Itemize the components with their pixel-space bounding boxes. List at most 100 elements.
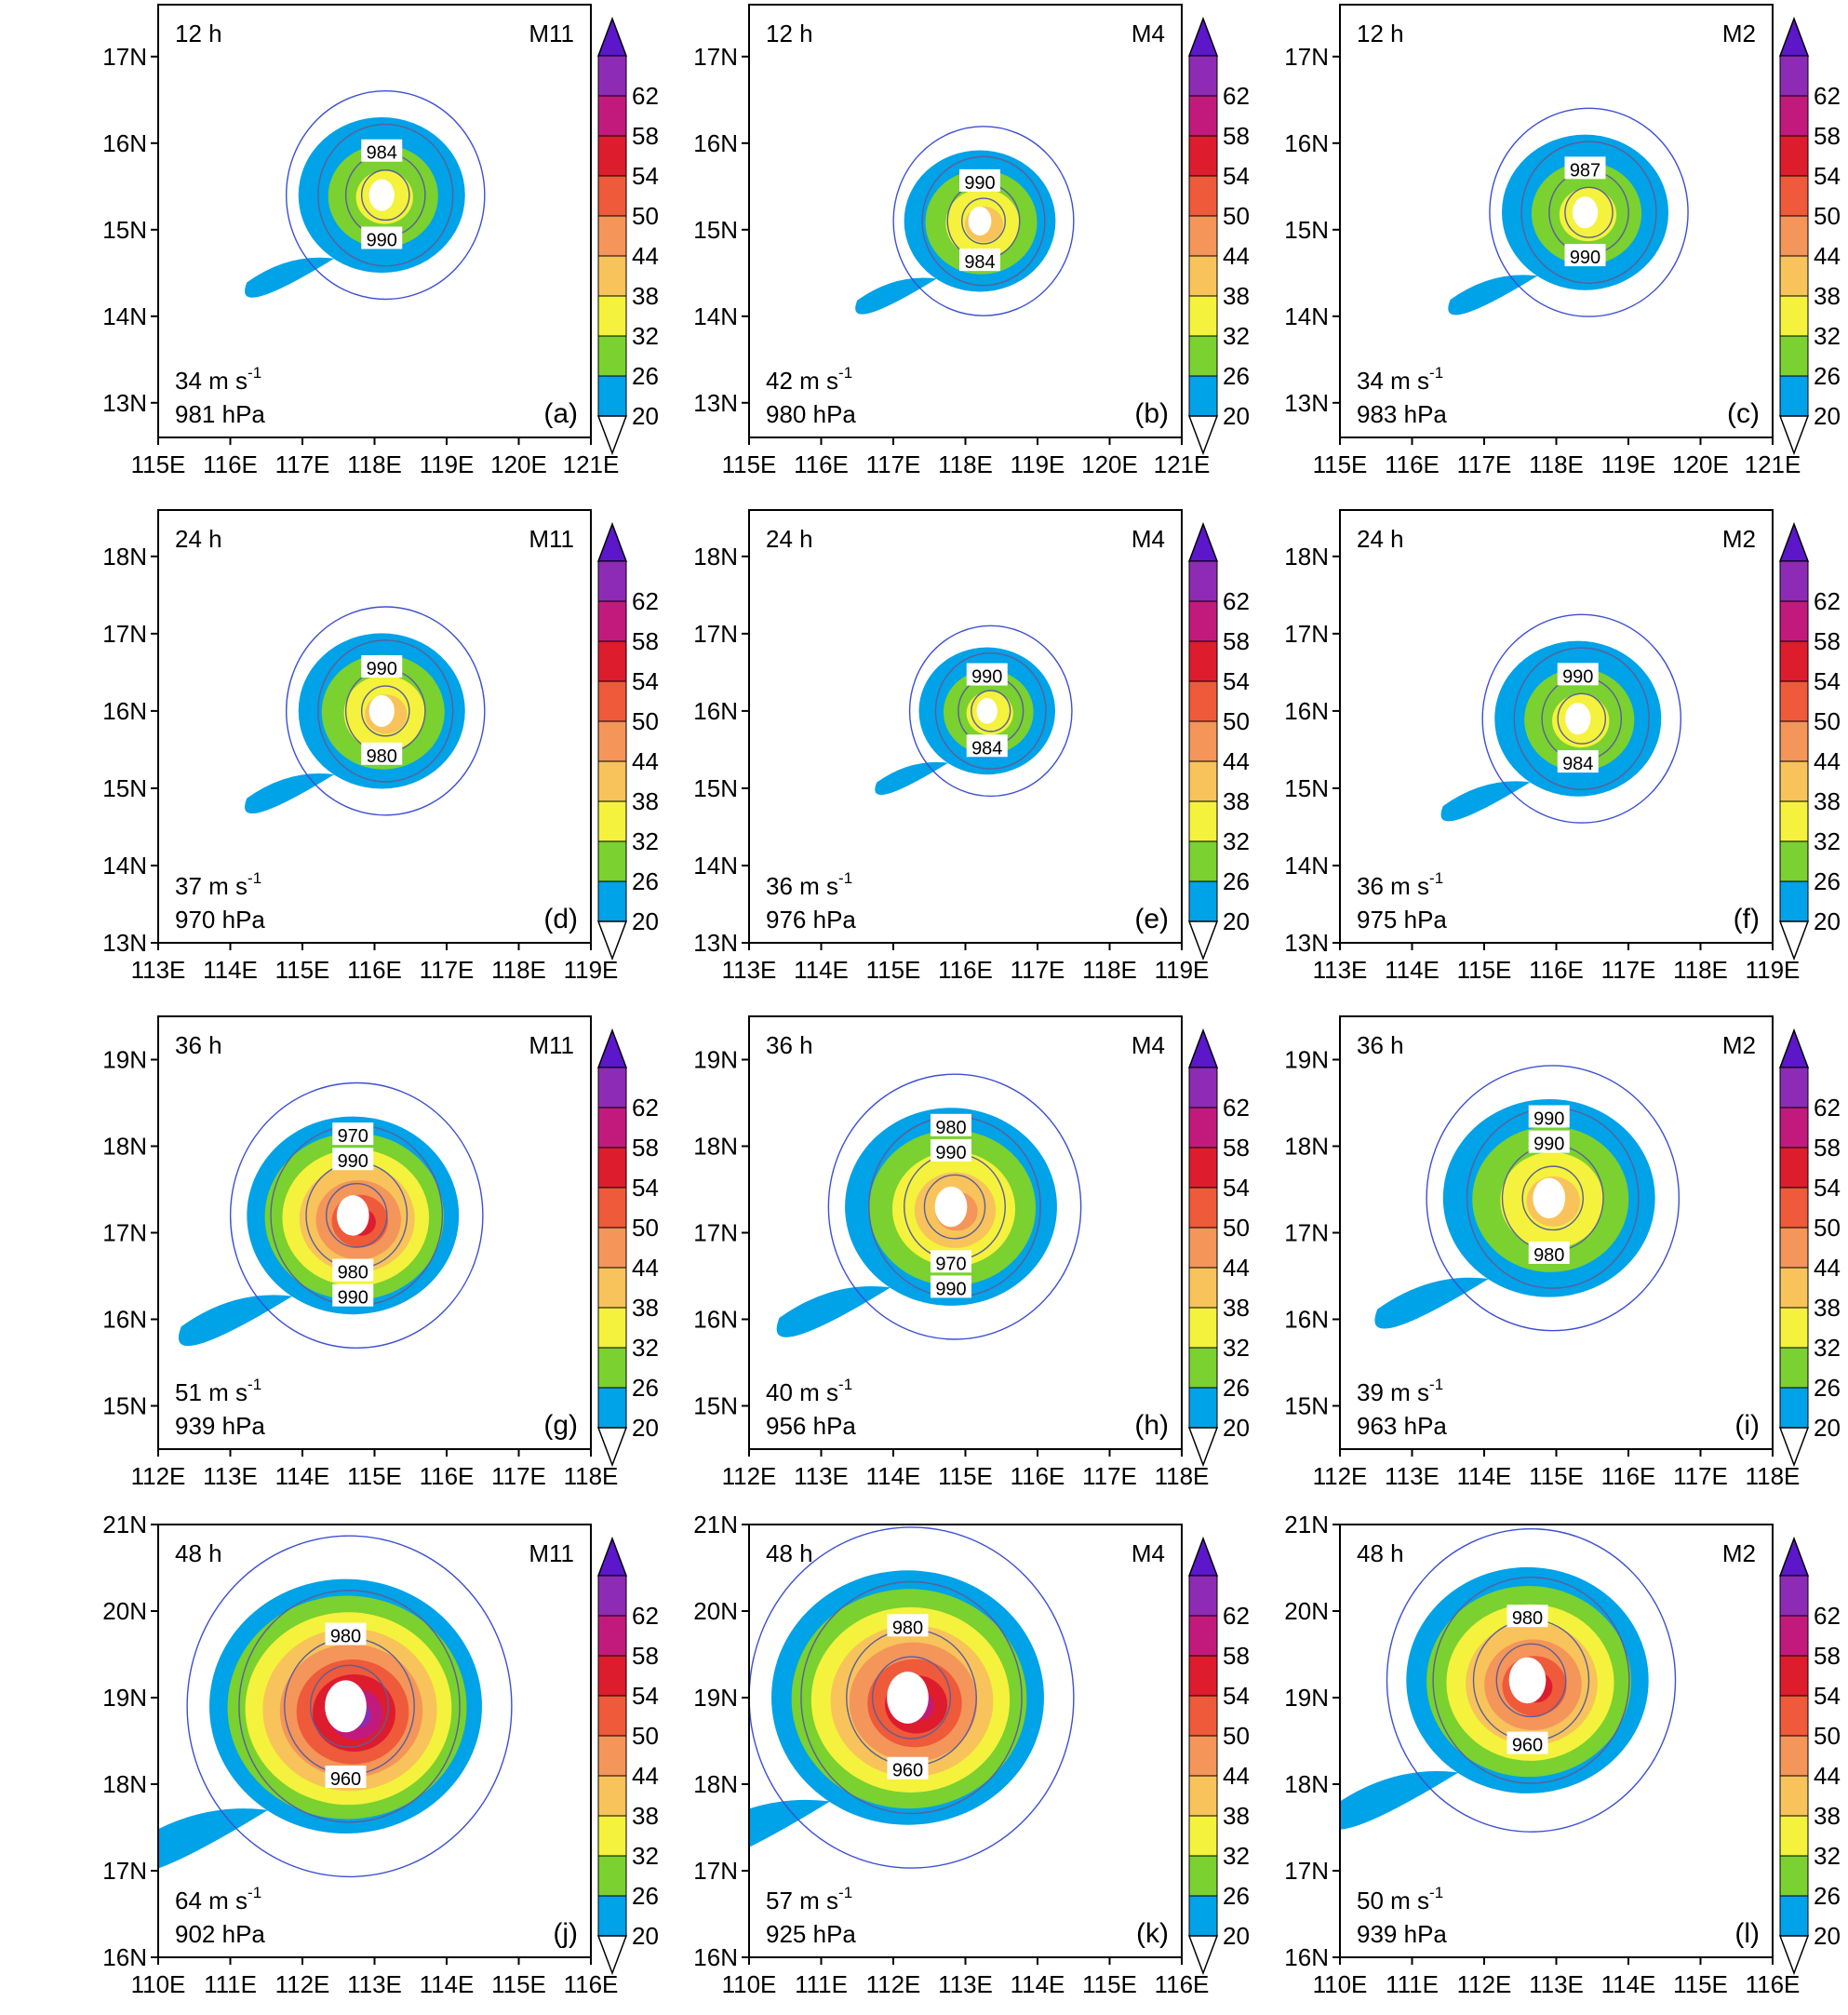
model-label: M2 xyxy=(1722,525,1756,553)
x-tick-label: 114E xyxy=(203,956,258,984)
x-tick-label: 115E xyxy=(491,1970,546,1998)
colorbar-swatch xyxy=(1188,840,1218,882)
colorbar-bottom-triangle xyxy=(1187,920,1219,961)
y-tick-label: 16N xyxy=(693,697,738,725)
colorbar-tick-label: 32 xyxy=(632,1334,659,1362)
colorbar-swatch xyxy=(597,840,627,882)
y-tick-label: 17N xyxy=(693,43,738,71)
y-tick-label: 18N xyxy=(693,1770,738,1798)
colorbar-swatch xyxy=(1188,880,1218,922)
eye xyxy=(1533,1177,1566,1219)
x-tick-label: 112E xyxy=(131,1462,186,1490)
colorbar-tick-label: 26 xyxy=(1814,1882,1841,1910)
colorbar-tick-label: 44 xyxy=(632,1254,659,1282)
colorbar-tick-label: 50 xyxy=(632,202,659,230)
colorbar-tick-label: 54 xyxy=(1814,162,1841,190)
colorbar-bottom-triangle xyxy=(1187,1427,1219,1468)
rainband-20 xyxy=(1448,275,1570,316)
rainband-20 xyxy=(749,1799,882,1847)
wind-field: 984 990 xyxy=(245,90,486,301)
colorbar-swatch xyxy=(1188,1067,1218,1108)
rainband-20 xyxy=(875,761,974,796)
colorbar-tick-label: 26 xyxy=(1223,1374,1250,1402)
colorbar-swatch xyxy=(597,720,627,762)
max-wind-label: 57 m s-1 xyxy=(766,1884,852,1914)
colorbar-tick-label: 32 xyxy=(1814,1334,1841,1362)
isobar-label-text: 970 xyxy=(338,1126,368,1147)
x-tick-label: 113E xyxy=(347,1970,402,1998)
panel-i: 990 980 990 112E 113E 114E 115E 116E 117E 118E 15N… xyxy=(1284,1015,1841,1490)
colorbar-swatch xyxy=(1188,215,1218,257)
isobar-line xyxy=(326,1183,388,1248)
isobar-line xyxy=(1495,1643,1567,1718)
colorbar-swatch xyxy=(1779,600,1809,642)
colorbar-swatch xyxy=(1779,840,1809,882)
time-label: 36 h xyxy=(766,1031,813,1059)
colorbar-swatch xyxy=(1779,1775,1809,1817)
colorbar-swatch xyxy=(597,335,627,377)
colorbar-tick-label: 58 xyxy=(1223,1134,1250,1162)
colorbar-tick-label: 50 xyxy=(1223,1214,1250,1242)
panel-label: (d) xyxy=(543,904,578,934)
x-tick-label: 111E xyxy=(204,1970,257,1998)
isobar-line xyxy=(1520,141,1657,284)
colorbar-tick-label: 54 xyxy=(1814,1682,1841,1710)
isobar-label-text: 960 xyxy=(330,1769,361,1790)
colorbar-tick-label: 20 xyxy=(1223,1922,1250,1950)
isobar-label: 970 xyxy=(931,1250,971,1274)
wind-field: 990 980 990 xyxy=(1374,1065,1681,1332)
isobar-line xyxy=(871,1656,952,1740)
colorbar-swatch xyxy=(1188,560,1218,602)
colorbar-tick-label: 54 xyxy=(632,162,659,190)
colorbar-tick-label: 44 xyxy=(1814,747,1841,775)
colorbar-swatch xyxy=(597,375,627,417)
colorbar-swatch xyxy=(1779,1147,1809,1189)
colorbar-swatch xyxy=(1188,800,1218,842)
y-tick-label: 19N xyxy=(693,1046,738,1074)
isobar-line xyxy=(1521,1165,1584,1231)
colorbar-tick-label: 20 xyxy=(1223,907,1250,935)
colorbar-tick-label: 62 xyxy=(1223,1602,1250,1630)
y-tick-label: 17N xyxy=(1284,1857,1329,1885)
isobar-label: 980 xyxy=(332,1258,374,1283)
colorbar: 20 26 32 38 44 50 54 58 62 xyxy=(596,1536,659,1976)
wind-field: 990 984 xyxy=(1440,613,1682,824)
isobar-line xyxy=(934,652,1047,770)
colorbar-tick-label: 54 xyxy=(632,1174,659,1202)
isobar-label-text: 984 xyxy=(964,252,995,273)
max-wind-label: 34 m s-1 xyxy=(175,364,261,395)
colorbar-tick-label: 54 xyxy=(1814,1174,1841,1202)
y-tick-label: 20N xyxy=(102,1597,147,1625)
isobar-label-text: 984 xyxy=(367,143,397,164)
x-tick-label: 119E xyxy=(564,956,619,984)
colorbar-tick-label: 38 xyxy=(1223,787,1250,815)
min-pressure-label: 963 hPa xyxy=(1357,1412,1447,1440)
isobar-line xyxy=(186,1535,513,1878)
colorbar: 20 26 32 38 44 50 54 58 62 xyxy=(1187,1536,1250,1976)
x-tick-label: 118E xyxy=(491,956,546,984)
colorbar-tick-label: 50 xyxy=(1814,1722,1841,1750)
wind-field: 990 970 980 990 xyxy=(776,1073,1082,1340)
colorbar-swatch xyxy=(1188,760,1218,802)
x-tick-label: 120E xyxy=(490,450,547,478)
x-tick-label: 115E xyxy=(1313,450,1368,478)
colorbar-swatch xyxy=(1779,95,1809,137)
colorbar-tick-label: 38 xyxy=(632,1294,659,1322)
colorbar-swatch xyxy=(597,1895,627,1937)
colorbar-tick-label: 50 xyxy=(632,707,659,735)
colorbar-swatch xyxy=(1188,1147,1218,1189)
colorbar-swatch xyxy=(1779,760,1809,802)
wind-field: 990 984 xyxy=(855,126,1075,316)
isobar-label: 990 xyxy=(966,663,1008,688)
y-tick-label: 14N xyxy=(1284,302,1329,330)
x-tick-label: 117E xyxy=(420,956,475,984)
isobar-line xyxy=(229,1081,484,1350)
y-tick-label: 20N xyxy=(1284,1597,1329,1625)
isobar-label-text: 980 xyxy=(1512,1608,1543,1629)
colorbar-tick-label: 54 xyxy=(1814,667,1841,695)
eye xyxy=(1508,1657,1547,1704)
colorbar-tick-label: 20 xyxy=(1223,402,1250,430)
colorbar-tick-label: 32 xyxy=(1814,827,1841,855)
colorbar-tick-label: 44 xyxy=(1814,1762,1841,1790)
